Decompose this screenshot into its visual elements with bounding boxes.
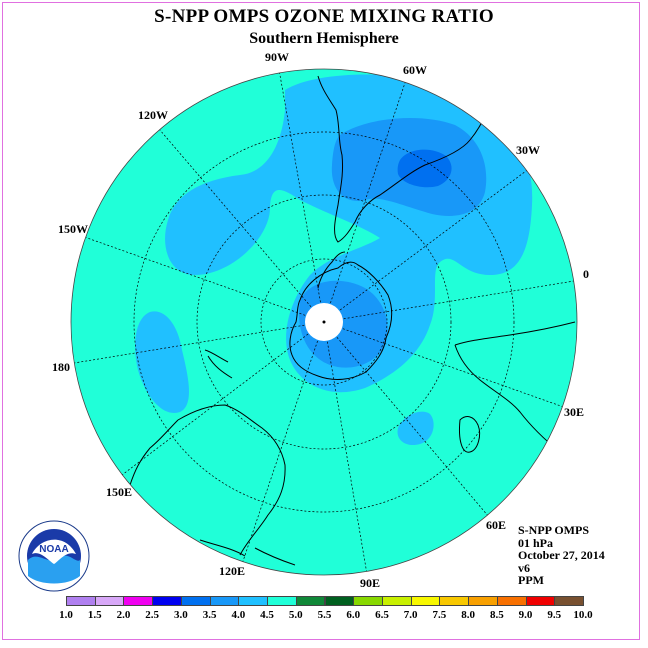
info-date: October 27, 2014 [518, 548, 605, 562]
colorbar-tick-label: 8.0 [461, 609, 475, 621]
colorbar-tick-label: 10.0 [573, 609, 593, 621]
colorbar-tick-label: 9.5 [547, 609, 562, 621]
new-zealand-coast [204, 349, 233, 379]
info-block: S-NPP OMPS 01 hPa October 27, 2014 v6 PP… [518, 524, 605, 587]
figure-border [2, 2, 640, 640]
ozone-level-3.0-region [397, 149, 452, 188]
colorbar-tick-label: 4.0 [231, 609, 246, 621]
colorbar-tick-label: 5.5 [317, 609, 332, 621]
colorbar-tick-label: 1.0 [59, 609, 73, 621]
meridian-180 [71, 321, 325, 365]
latitude-circle-45s [196, 194, 452, 450]
colorbar-swatch [410, 596, 441, 606]
colorbar-swatch [295, 596, 326, 606]
meridian-60e [323, 321, 501, 531]
antarctic-peninsula [317, 251, 346, 289]
colorbar-tick-label: 9.0 [518, 609, 533, 621]
colorbar-swatch [324, 596, 355, 606]
colorbar-tick-label: 2.0 [116, 609, 131, 621]
colorbar-tick-label: 3.0 [174, 609, 188, 621]
label-30e: 30E [564, 405, 585, 419]
map-outline [70, 68, 578, 576]
colorbar-tick-label: 3.5 [202, 609, 217, 621]
indonesia-coast [199, 539, 296, 566]
colorbar-tick-label: 6.5 [375, 609, 389, 621]
south-america-coast [317, 69, 491, 243]
label-120w: 120W [138, 108, 168, 122]
page-title: S-NPP OMPS OZONE MIXING RATIO [154, 6, 494, 27]
colorbar-swatch [353, 596, 383, 606]
label-120e: 120E [219, 564, 246, 578]
africa-coast [454, 321, 576, 453]
colorbar-swatch [525, 596, 556, 606]
colorbar-tick-label: 5.0 [288, 609, 303, 621]
noaa-logo: NOAA [18, 520, 90, 592]
ozone-level-3.5-region [299, 280, 388, 368]
coastlines [129, 69, 576, 566]
colorbar-tick-label: 7.0 [403, 609, 418, 621]
colorbar-swatch [238, 596, 269, 606]
meridian-120w [147, 115, 325, 323]
label-90e: 90E [360, 576, 381, 590]
ozone-level-4.0-region [135, 311, 189, 413]
colorbar-swatch [94, 596, 125, 606]
page-subtitle: Southern Hemisphere [249, 30, 399, 47]
colorbar-tick-label: 8.5 [489, 609, 504, 621]
colorbar-swatch [180, 596, 211, 606]
pole-point [322, 320, 326, 324]
colorbar-swatch [209, 596, 240, 606]
colorbar-swatch [468, 596, 498, 606]
label-30w: 30W [516, 143, 540, 157]
colorbar-swatch [439, 596, 470, 606]
label-0: 0 [583, 267, 589, 281]
meridian-0 [323, 279, 577, 323]
map-disc [71, 69, 577, 575]
colorbar-swatch [496, 596, 527, 606]
meridian-30w [323, 167, 531, 323]
label-180: 180 [52, 360, 70, 374]
meridian-150e [117, 321, 325, 479]
info-instrument: S-NPP OMPS [518, 523, 589, 537]
info-version: v6 [518, 560, 530, 575]
australia-coast [129, 404, 286, 556]
colorbar-tick-label: 6.0 [346, 609, 361, 621]
label-150e: 150E [106, 485, 133, 499]
colorbar-swatch [123, 596, 154, 606]
label-60e: 60E [486, 518, 507, 532]
colorbar-swatch [152, 596, 182, 606]
label-60w: 60W [403, 63, 427, 77]
colorbar-tick-label: 7.5 [432, 609, 447, 621]
colorbar-tick-label: 4.5 [260, 609, 274, 621]
label-90w: 90W [265, 50, 289, 64]
colorbar-tick-label: 2.5 [145, 609, 160, 621]
label-150w: 150W [58, 222, 88, 236]
colorbar-swatch [66, 596, 96, 606]
latitude-circle-30s [133, 131, 515, 513]
logo-text: NOAA [39, 544, 68, 555]
colorbar-swatch [267, 596, 297, 606]
colorbar-tick-label: 1.5 [87, 609, 102, 621]
colorbar-swatch [381, 596, 412, 606]
info-units: PPM [518, 573, 544, 587]
madagascar-coast [459, 416, 481, 453]
antarctica-coast [289, 261, 393, 380]
info-level: 01 hPa [518, 535, 554, 550]
colorbar-swatch [554, 596, 584, 606]
latitude-circle-60s [260, 258, 388, 386]
